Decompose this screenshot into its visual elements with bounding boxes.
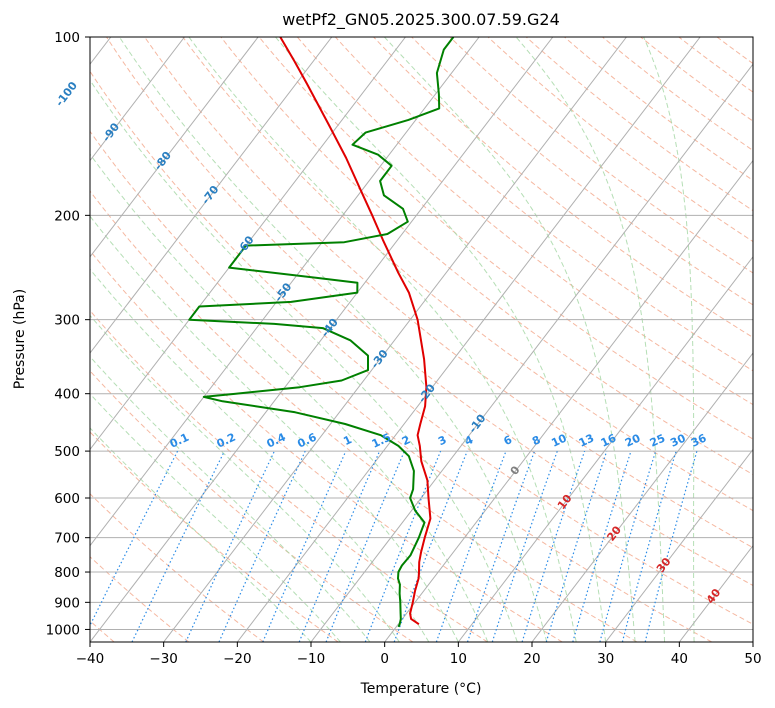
y-tick-label: 100 <box>54 30 80 46</box>
mixing-ratio-label: 10 <box>549 431 569 449</box>
dewpoint-profile <box>188 37 455 628</box>
isotherm <box>90 37 406 451</box>
mixing-ratio-label: 16 <box>599 431 619 449</box>
y-tick-label: 800 <box>54 565 80 581</box>
x-tick-label: −30 <box>149 651 178 667</box>
sounding-profiles <box>188 37 455 628</box>
isotherm <box>90 37 554 642</box>
x-tick-label: 0 <box>380 651 389 667</box>
dry-adiabat <box>373 37 753 339</box>
plot-frame <box>89 36 754 643</box>
x-tick-label: −40 <box>76 651 105 667</box>
dry-adiabat <box>258 37 753 440</box>
moist-adiabat <box>643 37 695 642</box>
isotherm <box>236 37 701 642</box>
isotherm <box>90 37 259 258</box>
dry-adiabat <box>90 190 638 642</box>
mixing-ratio-line <box>435 450 507 642</box>
dry-adiabat <box>144 37 753 549</box>
x-tick-label: −20 <box>223 651 252 667</box>
y-tick-label: 600 <box>54 491 80 507</box>
mixing-ratio-line <box>262 450 347 642</box>
moist-adiabat <box>90 268 430 642</box>
mixing-ratio-line <box>218 450 306 642</box>
dry-adiabat <box>90 130 712 642</box>
mixing-ratio-line <box>298 450 381 642</box>
mixing-ratio-line <box>521 450 586 642</box>
axis-ticks: −40 −30 −20 −10 0 10 20 30 40 50 100 200 300 400 500 60… <box>46 30 762 667</box>
isotherm <box>90 37 480 547</box>
isotherm <box>163 37 627 642</box>
temperature-profile <box>279 37 432 626</box>
x-tick-label: 20 <box>523 651 540 667</box>
moist-adiabat <box>90 153 489 642</box>
moist-adiabat <box>90 355 371 642</box>
mixing-ratio-line <box>491 450 558 642</box>
mixing-ratio-line <box>572 450 632 642</box>
isotherm <box>384 159 753 642</box>
mixing-ratio-label: 30 <box>668 431 688 449</box>
mixing-ratio-line <box>599 450 657 642</box>
dry-adiabat <box>602 37 753 152</box>
dry-adiabat <box>90 70 753 625</box>
y-tick-label: 500 <box>54 444 80 460</box>
x-tick-label: 30 <box>597 651 614 667</box>
moist-adiabat <box>515 37 666 642</box>
isotherm <box>457 255 753 642</box>
mixing-ratio-line <box>545 450 608 642</box>
x-tick-label: 40 <box>671 651 688 667</box>
x-tick-label: −10 <box>297 651 326 667</box>
x-tick-label: 50 <box>744 651 761 667</box>
mixing-ratio-line <box>131 450 225 642</box>
isotherm <box>531 352 753 642</box>
moist-adiabat <box>90 79 518 642</box>
isotherm <box>310 63 753 642</box>
isotherm <box>605 448 753 642</box>
mixing-ratio-label: 20 <box>623 431 643 449</box>
mixing-ratio-label: 25 <box>648 432 667 450</box>
y-tick-label: 300 <box>54 313 80 329</box>
dry-adiabat <box>449 37 753 274</box>
y-tick-label: 900 <box>54 595 80 611</box>
moist-adiabat <box>275 37 607 642</box>
x-tick-label: 10 <box>450 651 467 667</box>
y-tick-label: 1000 <box>46 622 80 638</box>
y-tick-label: 700 <box>54 531 80 547</box>
dry-adiabat <box>525 37 753 212</box>
dry-adiabat <box>106 37 753 587</box>
mixing-ratio-line <box>621 450 677 642</box>
moist-adiabat <box>384 37 636 642</box>
dry-adiabat <box>90 249 563 642</box>
moist-adiabat <box>188 37 577 642</box>
y-axis-label: Pressure (hPa) <box>12 289 28 389</box>
y-tick-label: 400 <box>54 387 80 403</box>
mixing-ratio-label: 13 <box>577 432 596 450</box>
mixing-ratio-line <box>466 450 536 642</box>
y-tick-label: 200 <box>54 208 80 224</box>
isotherm <box>90 37 185 162</box>
chart-title: wetPf2_GN05.2025.300.07.59.G24 <box>282 10 560 30</box>
dry-adiabat <box>220 37 753 476</box>
moist-adiabat <box>90 427 312 642</box>
dry-adiabat <box>90 370 414 642</box>
dry-adiabat <box>182 37 753 512</box>
mixing-ratio-line <box>644 450 698 642</box>
x-axis-label: Temperature (°C) <box>360 681 482 697</box>
isotherm <box>90 37 333 354</box>
mixing-ratio-label: 36 <box>689 431 709 449</box>
background-lines <box>90 37 753 642</box>
moist-adiabat <box>90 393 341 642</box>
mixing-ratio-line <box>185 450 275 642</box>
dry-adiabat <box>296 37 753 406</box>
